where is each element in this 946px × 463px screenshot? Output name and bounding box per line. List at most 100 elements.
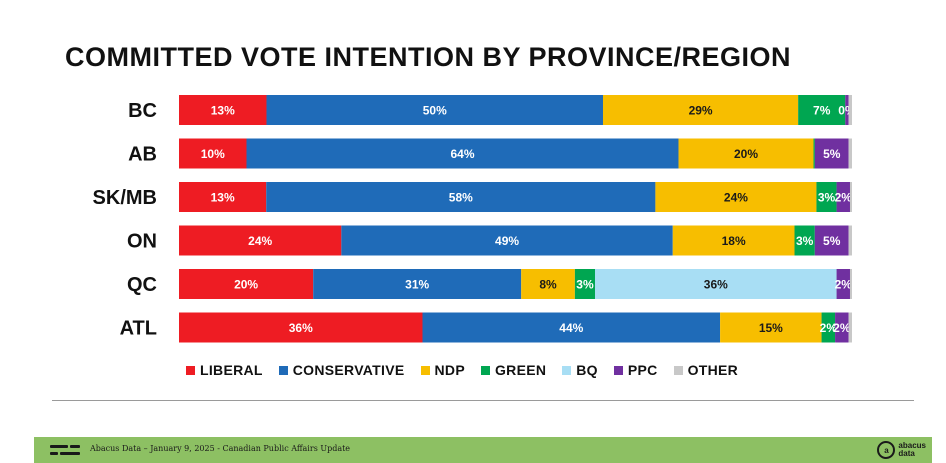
bar-segment-ppc <box>835 312 849 343</box>
legend-swatch <box>186 365 195 375</box>
bar-segment-ndp <box>720 312 822 343</box>
bar-segment-green <box>813 138 815 169</box>
bar-segment-conservative <box>246 138 679 169</box>
bar-segment-ppc <box>845 95 849 125</box>
chart-legend: LIBERAL CONSERVATIVE NDP GREEN BQ PPC OTHER <box>186 362 738 378</box>
bar-segment-ndp <box>521 269 575 299</box>
bar-segment-bq <box>595 269 837 299</box>
bar-data-label: 15% <box>759 321 783 335</box>
bar-segment-conservative <box>313 269 522 299</box>
category-label: ATL <box>120 318 157 340</box>
bar-segment-ndp <box>678 138 814 169</box>
bar-segment-liberal <box>179 269 314 299</box>
bar-segment-ndp <box>672 225 795 256</box>
bar-data-label: 7% <box>813 104 831 118</box>
bar-segment-green <box>574 269 596 299</box>
bar-data-label: 0% <box>838 104 856 118</box>
bar-data-label: 36% <box>704 278 728 292</box>
bar-data-label: 64% <box>450 147 474 161</box>
brand-word-abacus: abacus <box>898 441 926 450</box>
legend-label: LIBERAL <box>200 362 263 378</box>
bar-data-label: 20% <box>234 278 258 292</box>
bar-segment-green <box>816 182 837 212</box>
bar-segment-conservative <box>266 95 603 125</box>
abacus-circle-icon: a <box>877 441 896 459</box>
bar-segment-ndp <box>655 182 817 212</box>
bar-data-label: 3% <box>818 191 836 205</box>
legend-swatch <box>673 365 683 375</box>
bar-data-label: 3% <box>796 234 814 248</box>
chart-title: COMMITTED VOTE INTENTION BY PROVINCE/REG… <box>65 42 792 72</box>
legend-item-liberal: LIBERAL <box>186 362 263 378</box>
bar-segment-liberal <box>179 138 247 169</box>
bar-data-label: 2% <box>835 191 853 205</box>
category-label: AB <box>128 144 157 166</box>
bar-segment-other <box>848 225 852 256</box>
bar-data-label: 2% <box>835 278 853 292</box>
legend-swatch <box>613 365 623 375</box>
footer-source-text: Abacus Data – January 9, 2025 - Canadian… <box>90 444 351 453</box>
legend-label: OTHER <box>687 362 739 378</box>
bar-segment-green <box>821 312 836 343</box>
abacus-data-logo: a abacus data <box>877 439 926 461</box>
bar-segment-conservative <box>266 182 656 212</box>
bar-segment-other <box>849 182 852 212</box>
bar-data-label: 2% <box>833 321 851 335</box>
legend-swatch <box>278 365 288 375</box>
bar-data-label: 13% <box>211 191 235 205</box>
bar-data-label: 29% <box>689 104 713 118</box>
footer-bar: Abacus Data – January 9, 2025 - Canadian… <box>34 437 932 463</box>
bar-data-label: 24% <box>248 234 272 248</box>
bar-segment-ndp <box>602 95 799 125</box>
legend-item-conservative: CONSERVATIVE <box>278 362 405 378</box>
abacus-bars-icon <box>50 445 80 456</box>
bar-data-label: 10% <box>201 147 225 161</box>
bar-data-label: 3% <box>576 278 594 292</box>
bar-data-label: 13% <box>211 104 235 118</box>
legend-label: GREEN <box>494 362 547 378</box>
bar-segment-liberal <box>179 225 342 256</box>
bar-segment-other <box>848 312 852 343</box>
legend-item-other: OTHER <box>673 362 739 378</box>
bar-data-label: 8% <box>539 278 557 292</box>
divider <box>52 400 914 401</box>
bar-segment-conservative <box>341 225 673 256</box>
bar-segment-green <box>794 225 815 256</box>
bar-segment-other <box>848 95 852 125</box>
bar-data-label: 50% <box>423 104 447 118</box>
legend-label: NDP <box>434 362 465 378</box>
bar-data-label: 31% <box>405 278 429 292</box>
bar-data-label: 44% <box>559 321 583 335</box>
legend-swatch <box>562 365 572 375</box>
legend-item-ppc: PPC <box>613 362 658 378</box>
category-label: ON <box>127 231 157 253</box>
stacked-bar-chart: BC 13% 50% 29% 7% 0% AB 10% 64% 20% 5% SK/MB 13% 58% 2… <box>92 95 856 343</box>
bar-data-label: 20% <box>734 147 758 161</box>
bar-segment-ppc <box>814 225 849 256</box>
bar-segment-liberal <box>179 312 423 343</box>
legend-label: BQ <box>576 362 598 378</box>
legend-item-ndp: NDP <box>420 362 465 378</box>
category-label: SK/MB <box>93 187 157 209</box>
bar-data-label: 36% <box>289 321 313 335</box>
bar-data-label: 58% <box>449 191 473 205</box>
legend-label: CONSERVATIVE <box>292 362 405 378</box>
bar-data-label: 5% <box>823 234 841 248</box>
bar-data-label: 24% <box>724 191 748 205</box>
bar-segment-liberal <box>179 95 267 125</box>
bar-segment-other <box>849 269 852 299</box>
legend-label: PPC <box>627 362 658 378</box>
bar-segment-green <box>798 95 846 125</box>
category-label: BC <box>128 100 157 122</box>
category-label: QC <box>127 274 157 296</box>
legend-swatch <box>420 365 430 375</box>
legend-swatch <box>480 365 490 375</box>
bar-data-label: 18% <box>722 234 746 248</box>
bar-data-label: 5% <box>823 147 841 161</box>
bar-segment-other <box>848 138 852 169</box>
legend-item-bq: BQ <box>562 362 598 378</box>
bar-data-label: 2% <box>820 321 838 335</box>
bar-data-label: 49% <box>495 234 519 248</box>
bar-segment-ppc <box>836 182 850 212</box>
bar-segment-ppc <box>814 138 849 169</box>
